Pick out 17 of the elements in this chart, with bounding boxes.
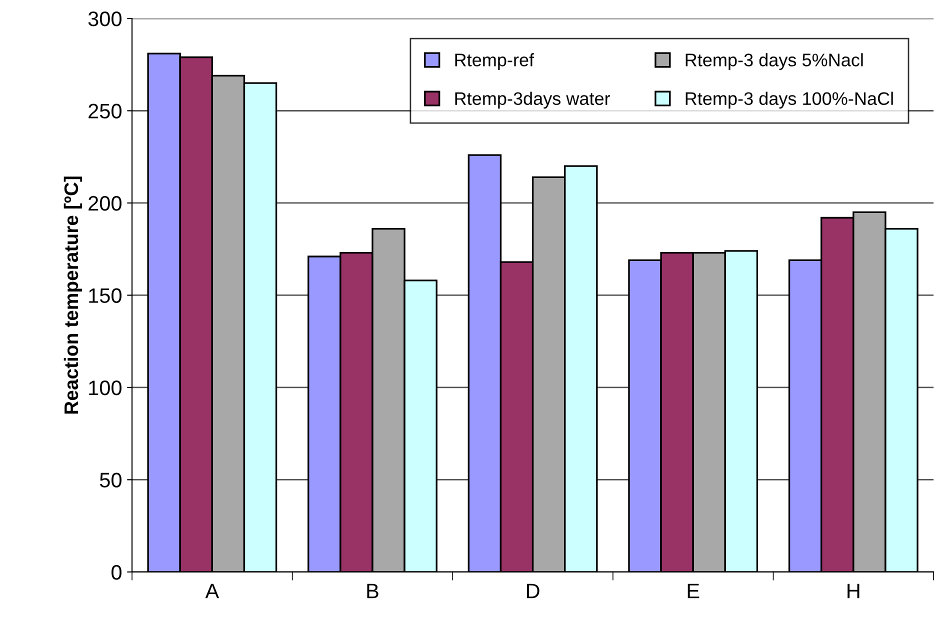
x-tick-label: H	[848, 584, 860, 598]
legend-label: Rtemp-3 days 100%-NaCl	[686, 92, 893, 109]
y-tick-label: 200	[88, 196, 122, 211]
y-tick-label: 50	[100, 472, 122, 488]
x-tick-label: D	[526, 584, 540, 598]
legend-label: Rtemp-3days water	[455, 92, 610, 109]
y-tick-label: 250	[88, 104, 122, 119]
y-tick-label: 300	[88, 12, 122, 26]
x-tick-label: A	[205, 584, 220, 598]
legend-label: Rtemp-ref	[455, 53, 534, 70]
y-tick-label: 150	[89, 288, 122, 303]
y-tick-label: 0	[112, 564, 122, 580]
y-tick-label: 100	[89, 380, 122, 396]
x-tick-label: B	[367, 584, 378, 598]
legend-label: Rtemp-3 days 5%Nacl	[686, 53, 863, 70]
y-axis-title: Reaction temperature [ºC]	[64, 176, 82, 414]
x-tick-label: E	[688, 584, 700, 598]
